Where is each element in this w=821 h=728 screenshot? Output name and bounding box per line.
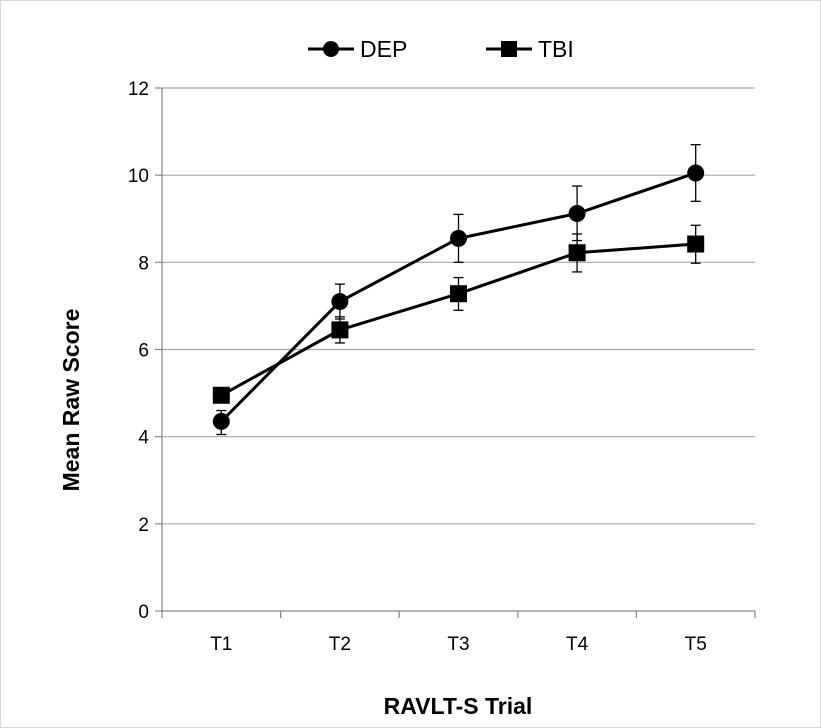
data-point-dep: [212, 412, 230, 430]
axes: 0 2 4 6 8 10 12 T1 T2 T3 T4 T5: [128, 79, 756, 655]
y-tick-label: 2: [138, 515, 149, 536]
x-tick-label: T2: [329, 634, 351, 655]
x-axis-title: RAVLT-S Trial: [384, 693, 533, 719]
data-point-tbi: [212, 386, 230, 404]
data-point-tbi: [331, 321, 349, 339]
data-point-tbi: [687, 235, 705, 253]
data-point-dep: [450, 229, 467, 247]
data-point-tbi: [450, 285, 467, 303]
legend-tbi-marker: [501, 41, 517, 57]
legend-tbi-label: TBI: [538, 36, 574, 62]
y-tick-label: 10: [128, 166, 149, 187]
legend-dep-marker: [323, 41, 339, 57]
x-tick-label: T3: [447, 634, 469, 655]
y-tick-label: 12: [128, 79, 149, 100]
x-tick-label: T5: [685, 634, 707, 655]
y-tick-label: 0: [138, 602, 149, 623]
y-tick-label: 4: [138, 428, 149, 449]
y-tick-label: 6: [138, 341, 149, 362]
x-tick-label: T4: [566, 634, 589, 655]
y-tick-label: 8: [138, 253, 149, 274]
data-point-tbi: [568, 244, 586, 262]
gridlines: [162, 87, 755, 525]
data-point-dep: [331, 293, 349, 311]
legend-dep-label: DEP: [360, 36, 407, 62]
legend: DEP TBI: [308, 36, 574, 62]
data-point-dep: [687, 164, 705, 182]
series-layer: [212, 144, 705, 436]
data-point-dep: [568, 205, 586, 223]
series-tbi-line: [220, 242, 696, 397]
x-tick-label: T1: [210, 634, 232, 655]
y-axis-title: Mean Raw Score: [58, 309, 84, 492]
